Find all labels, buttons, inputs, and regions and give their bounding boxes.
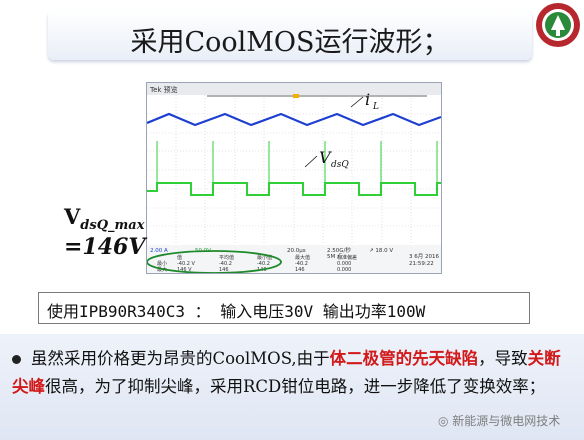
il-label: i (365, 90, 370, 109)
meas-header-4: 标准偏差 (337, 254, 357, 261)
sample-rate: 2.50G/秒 (327, 246, 351, 254)
ch1-scale: 2.00 A (150, 248, 168, 254)
meas-row1-v3: -40.2 (295, 261, 308, 267)
max-highlight-ellipse (147, 250, 282, 273)
meas-row2-v0: 146 V (177, 267, 192, 273)
meas-row2-v3: 146 (295, 267, 305, 273)
meas-row1-v4: 0.000 (337, 261, 351, 267)
para-part3: 很高，为了抑制尖峰，采用RCD钳位电路，进一步降低了变换效率； (45, 377, 546, 396)
scope-header: Tek 预览 (149, 85, 178, 94)
record-length: 5M 点 (327, 253, 343, 260)
summary-paragraph: 虽然采用价格更为昂贵的CoolMOS,由于体二极管的先天缺陷，导致关断尖峰很高，… (12, 345, 572, 401)
vdsq-waveform (147, 182, 441, 196)
scope-date: 3 6月 2016 (409, 253, 439, 260)
meas-row1-label: 最小 (157, 260, 167, 267)
bullet-icon (12, 355, 21, 364)
meas-header-0: 值 (177, 254, 182, 261)
vmax-value: =146V (64, 234, 146, 261)
meas-row1-v0: -40.2 V (177, 261, 196, 267)
meas-header-1: 平均值 (219, 254, 234, 261)
vdsq-sub: dsQ (331, 160, 349, 170)
para-part2: ，导致 (478, 349, 528, 368)
il-waveform (147, 112, 441, 127)
scope-time: 21:59:22 (409, 261, 434, 267)
test-conditions-box: 使用IPB90R340C3 ： 输入电压30V 输出功率100W (38, 292, 530, 324)
para-highlight-1: 体二极管的先天缺陷 (329, 349, 479, 368)
vdsq-max-annotation: VdsQ_max =146V (64, 206, 145, 258)
vdsq-spikes (156, 141, 438, 183)
watermark: ◎ 新能源与微电网技术 (438, 412, 560, 429)
university-logo (536, 3, 580, 47)
slide-title: 采用CoolMOS运行波形； (130, 27, 450, 58)
vdsq-label: V (319, 148, 332, 167)
meas-header-3: 最大值 (295, 254, 310, 261)
para-part1: 虽然采用价格更为昂贵的CoolMOS,由于 (31, 349, 330, 368)
il-sub: L (372, 102, 379, 112)
wechat-icon: ◎ (438, 414, 453, 428)
vmax-sub: dsQ_max (80, 218, 145, 234)
time-scale: 20.0μs (287, 248, 306, 254)
summary-band (0, 334, 584, 440)
meas-row1-v2: -40.2 (257, 261, 270, 267)
meas-row2-v4: 0.000 (337, 267, 351, 273)
oscilloscope-capture: Tek 预览 i L V ds (146, 82, 442, 274)
para-highlight-2: 关断尖峰 (12, 349, 561, 396)
vmax-label: V (64, 204, 81, 229)
meas-header-2: 最小值 (257, 254, 272, 261)
watermark-text: 新能源与微电网技术 (452, 414, 561, 428)
title-banner: 采用CoolMOS运行波形； (48, 10, 532, 60)
meas-row2-v1: 146 (219, 267, 229, 273)
trigger-level: ↗ 18.0 V (369, 248, 393, 254)
test-conditions-text: 使用IPB90R340C3 ： 输入电压30V 输出功率100W (47, 302, 426, 321)
meas-row1-v1: -40.2 (219, 261, 232, 267)
